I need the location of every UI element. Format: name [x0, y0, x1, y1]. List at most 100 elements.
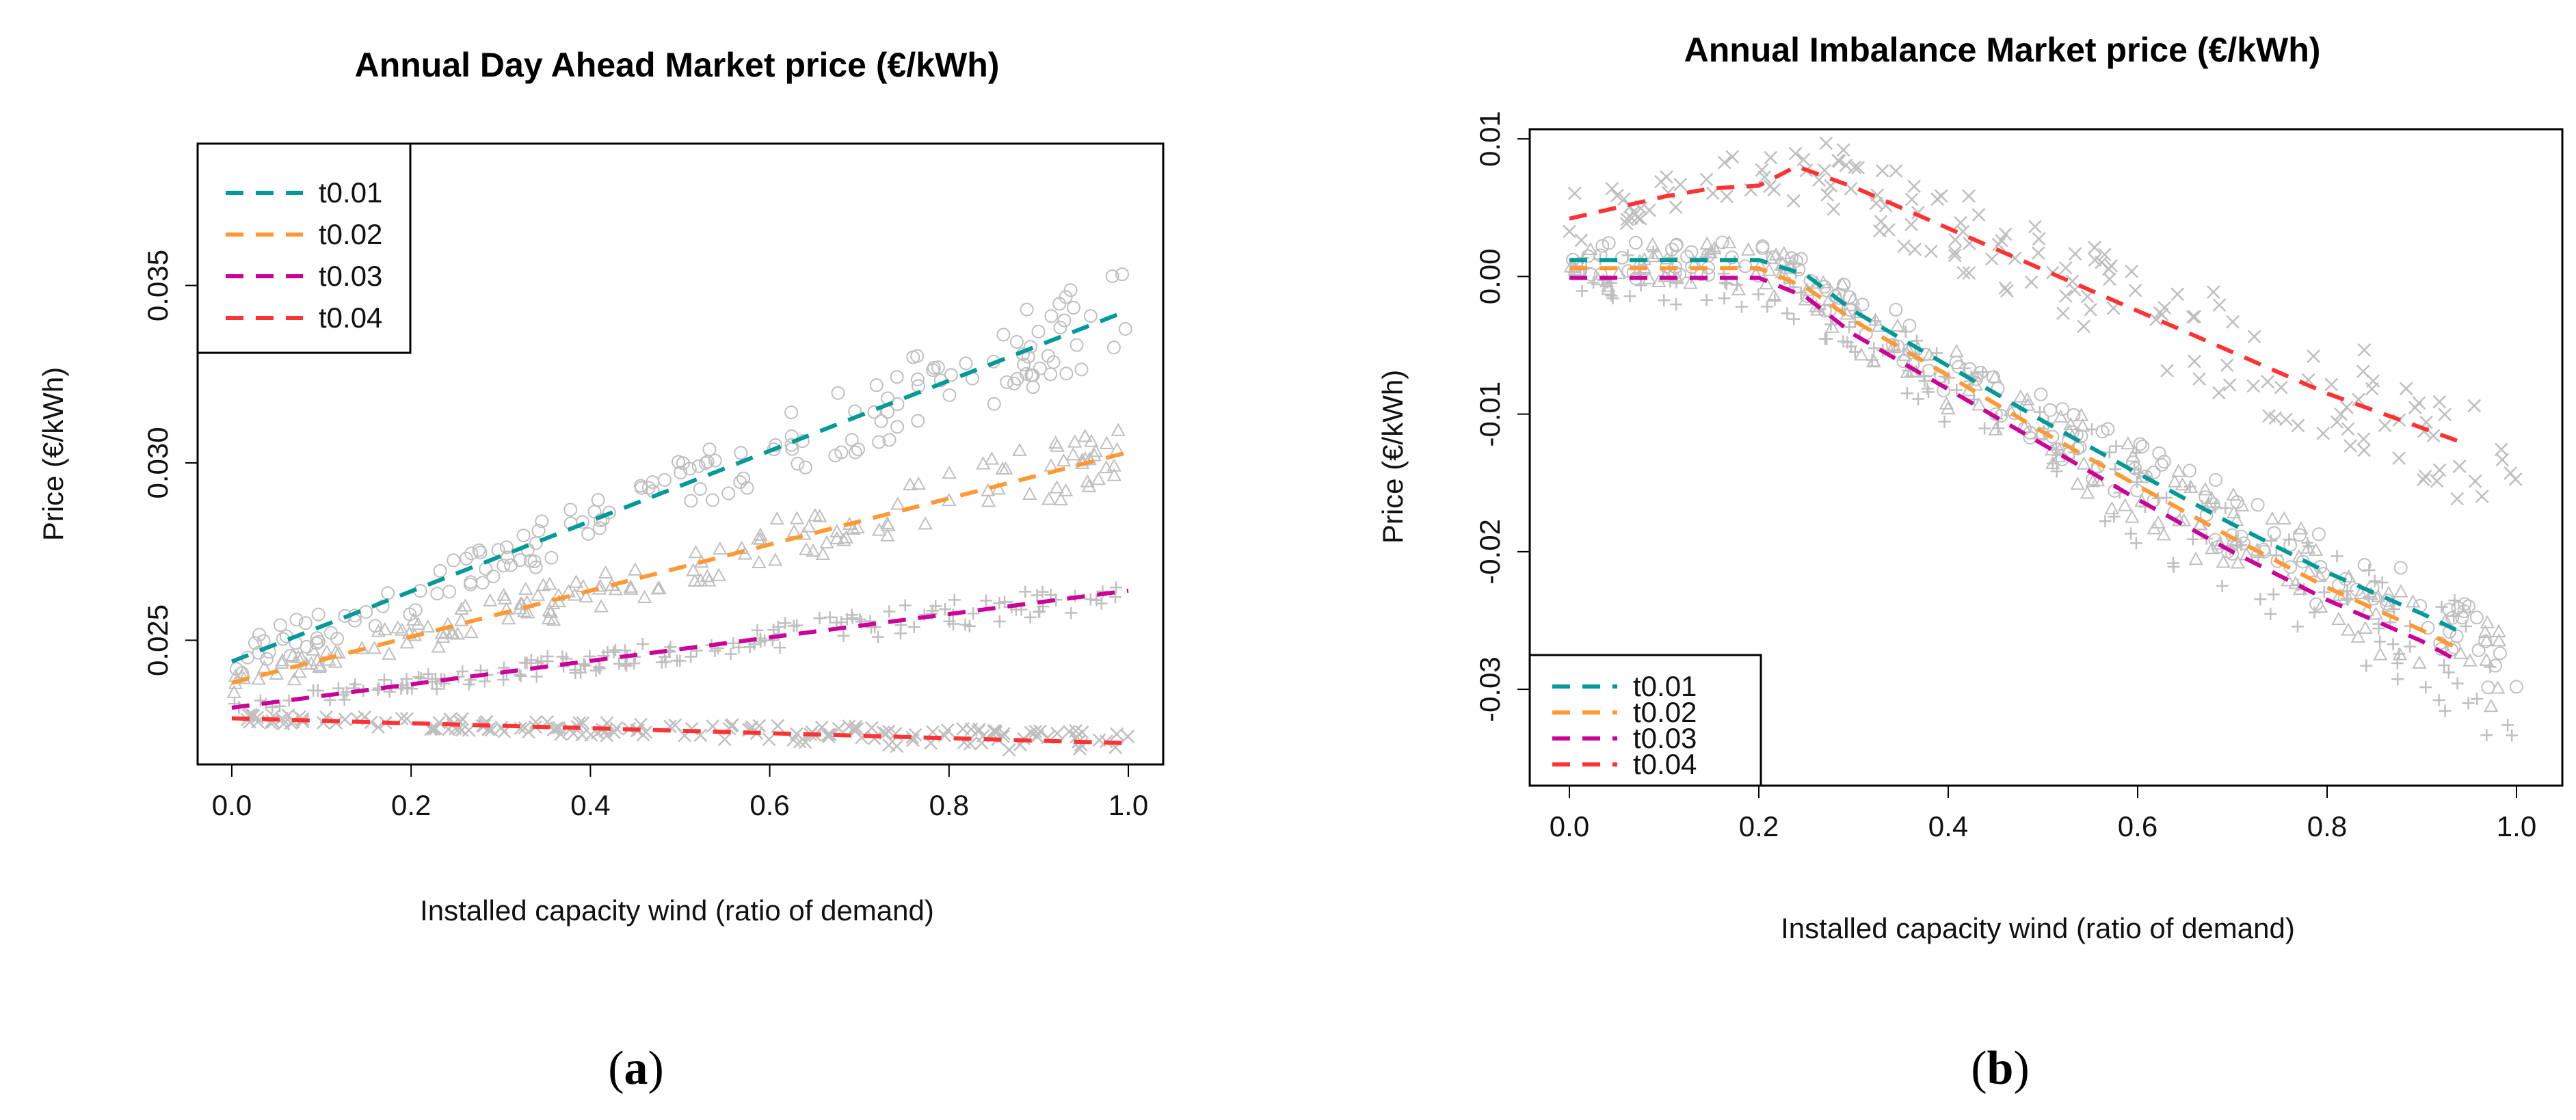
scatter-point [1717, 155, 1731, 170]
scatter-point [1984, 252, 1999, 266]
scatter-point [544, 550, 559, 565]
scatter-point [2495, 453, 2510, 467]
scatter-point [911, 414, 925, 428]
x-tick-label: 0.6 [749, 789, 789, 821]
scatter-point [2028, 219, 2042, 234]
scatter-point [1007, 376, 1022, 390]
scatter-point [829, 524, 845, 537]
trend-line-t0-03 [231, 588, 1129, 710]
scatter-point [808, 508, 823, 522]
scatter-point [1956, 224, 1970, 239]
legend-label-t0-04: t0.04 [319, 302, 382, 334]
scatter-point [784, 405, 799, 420]
scatter-point [1121, 730, 1135, 744]
scatter-point [1725, 250, 1739, 265]
scatter-point [1049, 480, 1065, 494]
scatter-point [872, 630, 885, 643]
scatter-point [1824, 319, 1840, 333]
scatter-point [546, 612, 561, 626]
scatter-point [2206, 285, 2220, 299]
scatter-point [486, 569, 501, 583]
scatter-point [1033, 361, 1047, 375]
scatter-point [2216, 555, 2231, 568]
scatter-point [2013, 389, 2028, 403]
scatter-point [592, 661, 605, 674]
scatter-point [2103, 446, 2116, 459]
scatter-point [2265, 511, 2280, 525]
scatter-point [381, 586, 395, 600]
scatter-point [2121, 436, 2136, 450]
scatter-point [1870, 188, 1885, 202]
scatter-point [1106, 468, 1122, 481]
scatter-point [1563, 224, 1576, 239]
scatter-point [2130, 475, 2143, 488]
panel-b-x-axis: 0.0 0.2 0.4 0.6 0.8 1.0 [1550, 785, 2536, 842]
scatter-point [2157, 455, 2171, 469]
scatter-point [2480, 615, 2495, 628]
scatter-point [2050, 465, 2063, 478]
scatter-point [1002, 743, 1016, 757]
panel-b-y-axis-label: Price (€/kWh) [1377, 370, 1409, 544]
scatter-point [1084, 593, 1097, 606]
scatter-point [1009, 334, 1024, 349]
scatter-point [1105, 269, 1119, 283]
scatter-point [836, 533, 851, 546]
scatter-point [577, 658, 590, 671]
scatter-point [613, 657, 626, 670]
scatter-point [1088, 443, 1103, 457]
scatter-point [501, 611, 516, 625]
scatter-point [918, 516, 933, 530]
scatter-point [998, 596, 1011, 609]
scatter-point [2291, 418, 2305, 433]
scatter-point [721, 486, 736, 501]
x-tick-label: 0.6 [2118, 810, 2157, 842]
scatter-point [671, 654, 684, 667]
scatter-point [752, 555, 767, 569]
scatter-point [2292, 549, 2307, 563]
scatter-point [2324, 377, 2339, 392]
scatter-point [2308, 606, 2321, 619]
scatter-point [2450, 492, 2465, 506]
scatter-point [2357, 443, 2371, 457]
scatter-point [2374, 635, 2387, 648]
scatter-point [2408, 401, 2422, 414]
panel-a-x-axis: 0.0 0.2 0.4 0.6 0.8 1.0 [212, 764, 1148, 821]
scatter-point [1768, 247, 1783, 261]
scatter-point [513, 553, 527, 568]
scatter-point [1844, 340, 1857, 353]
scatter-point [1950, 384, 1963, 397]
scatter-point [594, 599, 609, 613]
scatter-point [2085, 474, 2101, 488]
scatter-point [1048, 435, 1063, 449]
scatter-point [1866, 354, 1881, 368]
scatter-point [542, 603, 557, 617]
scatter-point [2070, 477, 2085, 490]
scatter-point [2391, 673, 2404, 686]
scatter-point [2176, 513, 2192, 526]
x-tick-label: 0.8 [929, 789, 969, 821]
scatter-point [1031, 589, 1044, 602]
scatter-point [2075, 418, 2090, 432]
scatter-point [1865, 354, 1878, 366]
scatter-point [2455, 611, 2469, 625]
y-tick-label: 0.01 [1474, 111, 1506, 167]
scatter-point [685, 650, 698, 663]
scatter-point [1699, 172, 1714, 187]
scatter-point [894, 627, 907, 640]
scatter-point [850, 721, 864, 736]
scatter-point [2153, 306, 2167, 320]
scatter-point [736, 471, 750, 485]
scatter-point [1971, 208, 1986, 222]
panel-a-day-ahead-chart: Annual Day Ahead Market price (€/kWh) 0.… [37, 46, 1165, 1095]
trend-line-t0-03 [1569, 276, 2461, 664]
scatter-point [594, 662, 607, 675]
scatter-point [1939, 396, 1954, 410]
scatter-point [2419, 681, 2432, 694]
scatter-point [2313, 599, 2328, 613]
scatter-point [2046, 457, 2059, 470]
scatter-point [634, 479, 648, 493]
scatter-point [1836, 143, 1850, 157]
scatter-point [1890, 318, 1905, 332]
scatter-point [1992, 422, 2005, 435]
